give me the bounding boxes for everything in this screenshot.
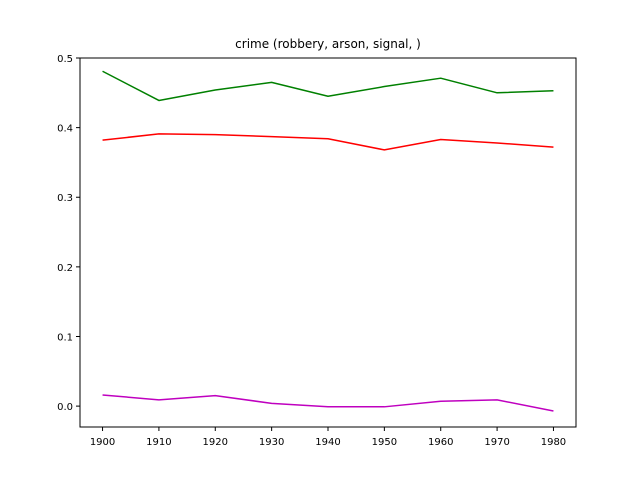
y-tick-label: 0.1 <box>57 332 73 343</box>
x-tick-label: 1940 <box>315 437 340 448</box>
series-line-2 <box>102 133 554 151</box>
x-tick-label: 1970 <box>484 437 509 448</box>
x-axis: 1900 1910 1920 1930 1940 1950 1960 1970 1980 <box>90 427 566 448</box>
x-tick-label: 1920 <box>203 437 228 448</box>
plot-frame <box>79 57 577 428</box>
y-tick-label: 0.4 <box>57 124 73 135</box>
x-tick-label: 1980 <box>541 437 566 448</box>
x-tick-label: 1960 <box>428 437 453 448</box>
x-tick-label: 1930 <box>259 437 284 448</box>
series-line-3 <box>102 394 554 412</box>
x-tick-label: 1950 <box>372 437 397 448</box>
y-tick-label: 0.5 <box>57 54 73 65</box>
chart-title: crime (robbery, arson, signal, ) <box>235 37 421 51</box>
y-tick-label: 0.3 <box>57 193 73 204</box>
x-tick-label: 1900 <box>90 437 115 448</box>
series-line-1 <box>102 70 554 102</box>
y-axis: 0.0 0.1 0.2 0.3 0.4 0.5 <box>57 54 80 413</box>
series-layer <box>102 70 554 412</box>
y-tick-label: 0.2 <box>57 263 73 274</box>
x-tick-label: 1910 <box>146 437 171 448</box>
y-tick-label: 0.0 <box>57 402 73 413</box>
